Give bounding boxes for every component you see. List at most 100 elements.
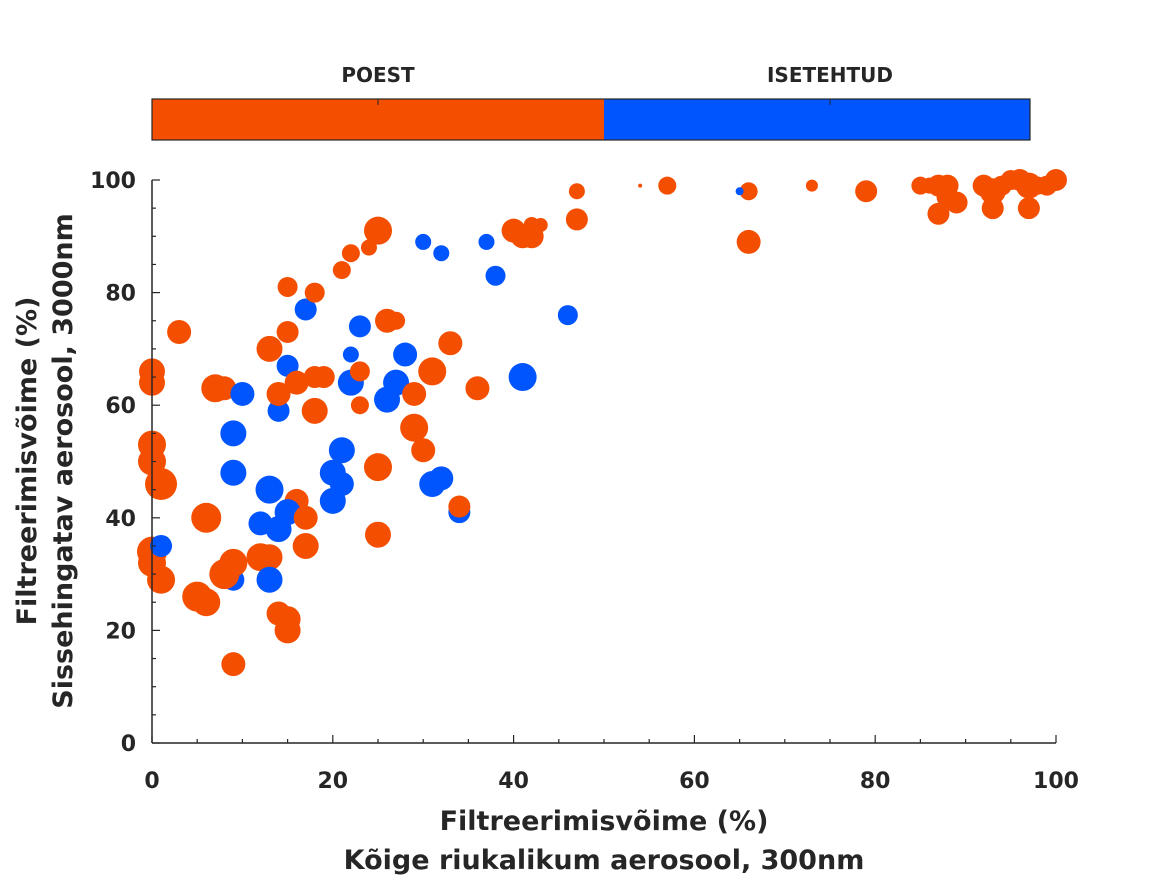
data-point-poest <box>387 311 406 330</box>
data-point-isetehtud <box>150 534 173 557</box>
data-point-poest <box>191 502 222 533</box>
data-point-poest <box>981 197 1004 220</box>
data-point-isetehtud <box>294 298 317 321</box>
data-point-isetehtud <box>319 487 346 514</box>
data-point-isetehtud <box>735 187 744 196</box>
legend: POEST ISETEHTUD <box>151 63 1031 141</box>
data-point-isetehtud <box>220 420 247 447</box>
data-point-poest <box>402 381 427 406</box>
data-point-poest <box>411 438 436 463</box>
data-point-poest <box>219 548 248 577</box>
y-tick-label: 20 <box>105 619 136 644</box>
data-point-isetehtud <box>508 363 537 392</box>
data-point-poest <box>304 282 325 303</box>
x-tick-label: 0 <box>144 769 159 794</box>
data-point-poest <box>736 229 761 254</box>
legend-label-poest: POEST <box>341 63 415 87</box>
data-point-poest <box>256 335 283 362</box>
x-tick-label: 20 <box>317 769 348 794</box>
legend-frame <box>151 98 1031 141</box>
x-tick-label: 60 <box>679 769 710 794</box>
data-point-poest <box>167 320 192 345</box>
data-point-isetehtud <box>485 265 506 286</box>
data-point-poest <box>638 183 643 188</box>
data-point-poest <box>147 565 176 594</box>
data-point-poest <box>292 532 319 559</box>
data-point-poest <box>201 374 230 403</box>
data-point-isetehtud <box>267 399 290 422</box>
data-point-isetehtud <box>348 315 371 338</box>
data-point-isetehtud <box>478 233 495 250</box>
x-tick-label: 100 <box>1033 769 1079 794</box>
data-point-poest <box>341 244 360 263</box>
y-tick-label: 100 <box>90 169 136 194</box>
y-axis-subtitle: Sissehingatav aerosool, 3000nm <box>48 213 79 709</box>
data-point-isetehtud <box>415 233 432 250</box>
data-point-poest <box>438 331 463 356</box>
data-point-poest <box>1028 176 1047 195</box>
data-point-isetehtud <box>393 342 418 367</box>
data-point-isetehtud <box>256 566 283 593</box>
data-point-poest <box>565 208 588 231</box>
y-tick-label: 40 <box>105 507 136 532</box>
axes <box>151 180 1056 744</box>
x-axis-title: Filtreerimisvõime (%) <box>440 806 769 837</box>
data-point-poest <box>927 202 950 225</box>
data-point-isetehtud <box>220 459 247 486</box>
data-point-poest <box>266 381 291 406</box>
data-point-isetehtud <box>557 305 578 326</box>
data-point-isetehtud <box>319 459 346 486</box>
data-point-isetehtud <box>342 346 359 363</box>
x-tick-label: 80 <box>860 769 891 794</box>
data-point-poest <box>221 652 246 677</box>
data-point-poest <box>1045 169 1067 191</box>
data-point-poest <box>284 370 309 395</box>
data-point-poest <box>277 276 298 297</box>
x-tick-label: 40 <box>498 769 529 794</box>
data-point-poest <box>246 543 275 572</box>
data-point-poest <box>293 505 318 530</box>
data-point-poest <box>312 366 335 389</box>
legend-label-isetehtud: ISETEHTUD <box>767 63 893 87</box>
data-point-poest <box>921 177 938 194</box>
data-point-poest <box>568 183 585 200</box>
data-point-poest <box>739 182 758 201</box>
data-point-poest <box>332 261 351 280</box>
ticks: 0 20 40 60 80 100 0 20 40 60 80 100 <box>90 169 1079 794</box>
data-point-poest <box>182 581 213 612</box>
data-point-isetehtud <box>429 466 454 491</box>
data-point-poest <box>349 361 370 382</box>
data-point-poest <box>418 357 447 386</box>
data-point-isetehtud <box>255 475 284 504</box>
data-point-poest <box>855 180 878 203</box>
data-point-isetehtud <box>383 369 410 396</box>
data-point-poest <box>936 174 959 197</box>
data-point-poest <box>465 376 490 401</box>
data-point-poest <box>1008 169 1031 191</box>
y-tick-label: 60 <box>105 394 136 419</box>
data-point-poest <box>364 216 392 245</box>
data-point-poest <box>350 396 369 415</box>
x-axis-subtitle: Kõige riukalikum aerosool, 300nm <box>344 845 865 875</box>
data-point-poest <box>365 521 391 548</box>
data-point-poest <box>400 413 429 442</box>
data-point-poest <box>1017 197 1040 220</box>
data-points <box>137 169 1067 677</box>
data-point-poest <box>448 495 471 518</box>
data-point-poest <box>972 174 995 197</box>
data-point-poest <box>301 397 328 424</box>
data-point-isetehtud <box>328 437 355 464</box>
legend-swatch-isetehtud <box>604 99 1030 140</box>
y-tick-label: 0 <box>121 732 136 757</box>
data-point-isetehtud <box>230 381 255 406</box>
data-point-poest <box>805 179 818 192</box>
data-point-poest <box>145 468 178 501</box>
y-tick-label: 80 <box>105 282 136 307</box>
data-point-poest <box>364 453 392 482</box>
data-point-isetehtud <box>433 245 450 262</box>
data-point-poest <box>519 224 544 249</box>
data-point-poest <box>276 321 299 344</box>
legend-swatch-poest <box>152 99 604 140</box>
data-point-poest <box>658 176 677 195</box>
